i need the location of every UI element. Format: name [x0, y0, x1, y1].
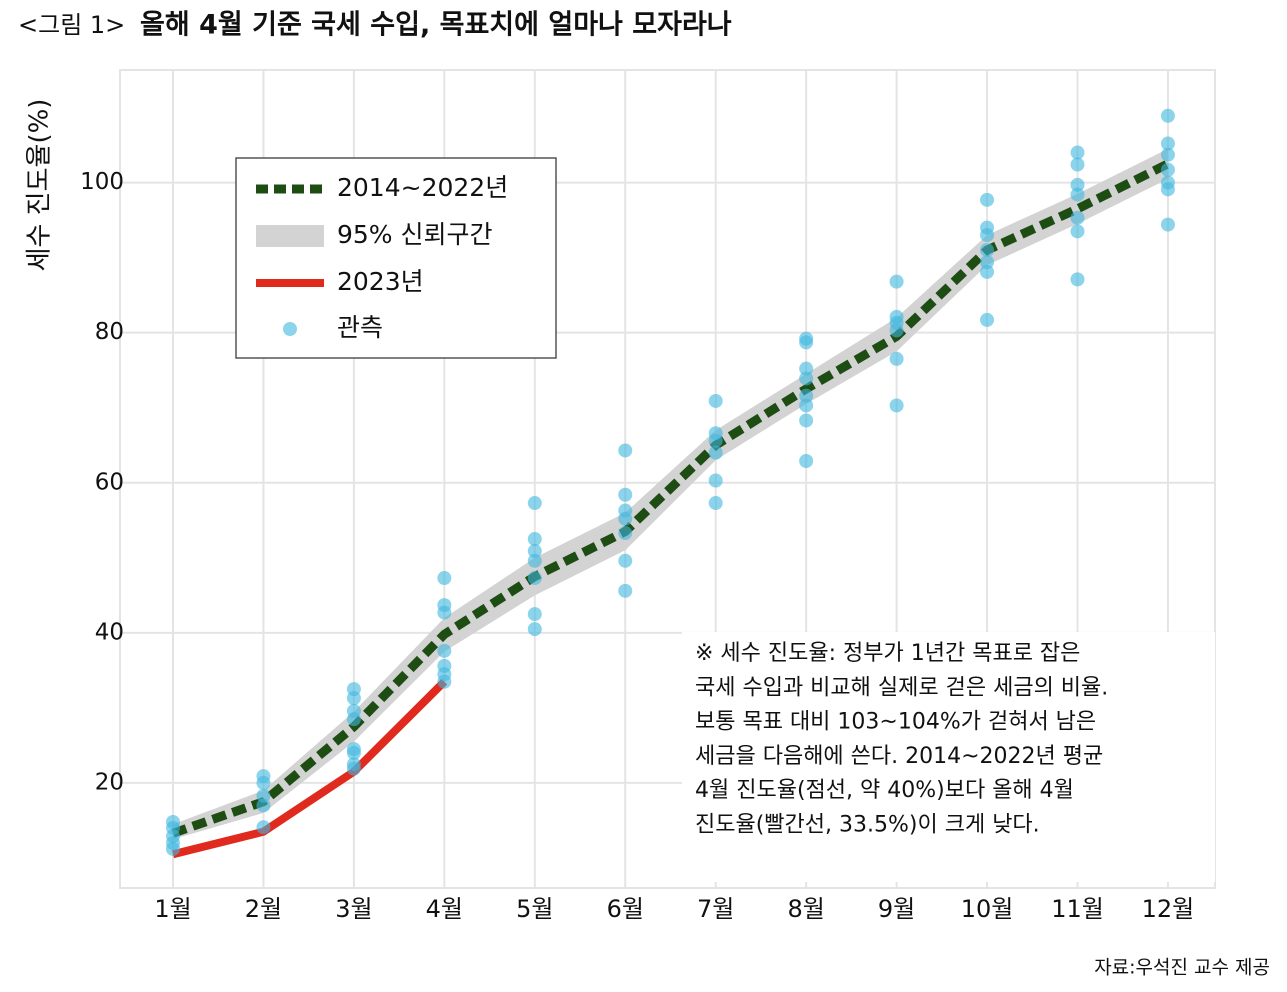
x-tick-label: 2월	[245, 895, 282, 923]
observation	[1070, 210, 1085, 225]
legend-label: 관측	[337, 313, 383, 342]
line	[172, 678, 448, 859]
observation	[889, 274, 904, 289]
observation	[799, 388, 814, 403]
observation	[527, 544, 542, 559]
observation	[799, 361, 814, 376]
observation	[618, 511, 633, 526]
observation	[708, 433, 723, 448]
observation	[980, 255, 995, 270]
observation	[618, 443, 633, 458]
observation	[980, 192, 995, 207]
observation	[1160, 136, 1175, 151]
observation	[437, 605, 452, 620]
observation	[1160, 182, 1175, 197]
legend-label: 2014~2022년	[337, 173, 508, 202]
x-tick-label: 4월	[426, 895, 463, 923]
line	[171, 159, 1170, 838]
y-tick-label: 40	[95, 619, 124, 645]
observation	[799, 398, 814, 413]
observation	[980, 243, 995, 258]
observation	[708, 473, 723, 488]
observation	[980, 264, 995, 279]
observation	[1070, 157, 1085, 172]
observation	[527, 607, 542, 622]
observation	[889, 398, 904, 413]
note-line: 4월 진도율(점선, 약 40%)보다 올해 4월	[695, 778, 1074, 803]
y-tick-label: 100	[80, 169, 124, 195]
note-line: 보통 목표 대비 103~104%가 걷혀서 남은	[695, 710, 1096, 735]
observation	[256, 775, 271, 790]
observation	[1160, 108, 1175, 123]
observation	[527, 496, 542, 511]
observation	[1070, 272, 1085, 287]
observation	[1070, 224, 1085, 239]
y-tick-label: 60	[95, 469, 124, 495]
legend-label: 2023년	[337, 267, 424, 296]
note-line: ※ 세수 진도율: 정부가 1년간 목표로 잡은	[695, 641, 1080, 666]
observation	[799, 413, 814, 428]
legend-swatch	[283, 322, 297, 336]
observation	[256, 820, 271, 835]
observation	[618, 583, 633, 598]
observation	[618, 553, 633, 568]
x-tick-label: 12월	[1142, 895, 1195, 923]
figure-label: <그림 1>	[18, 11, 125, 39]
observation	[1070, 177, 1085, 192]
observation	[437, 571, 452, 586]
legend-label: 95% 신뢰구간	[337, 220, 493, 249]
observation	[799, 335, 814, 350]
y-tick-label: 80	[95, 319, 124, 345]
observation	[1070, 145, 1085, 160]
x-tick-label: 5월	[516, 895, 553, 923]
x-tick-label: 11월	[1051, 895, 1104, 923]
note-line: 국세 수입과 비교해 실제로 걷은 세금의 비율.	[695, 675, 1108, 700]
x-tick-label: 8월	[787, 895, 824, 923]
observation	[889, 323, 904, 338]
observation	[980, 312, 995, 327]
observation	[980, 228, 995, 243]
observation	[346, 712, 361, 727]
observation	[256, 798, 271, 813]
y-axis-label: 세수 진도율(%)	[25, 99, 55, 272]
observation	[1070, 187, 1085, 202]
observation	[166, 841, 180, 856]
observation	[437, 643, 452, 658]
note-box	[682, 632, 1215, 882]
observation	[527, 622, 542, 637]
observation	[527, 553, 542, 568]
observation	[618, 526, 633, 541]
observation	[1160, 217, 1175, 232]
x-tick-label: 6월	[607, 895, 644, 923]
x-tick-label: 9월	[878, 895, 915, 923]
observation	[346, 745, 361, 760]
x-tick-label: 7월	[697, 895, 734, 923]
observation	[708, 445, 723, 460]
observation	[799, 371, 814, 386]
observation	[346, 691, 361, 706]
observation	[256, 788, 271, 803]
chart-title: 올해 4월 기준 국세 수입, 목표치에 얼마나 모자라나	[140, 10, 732, 41]
observation	[1160, 162, 1175, 177]
note-line: 세금을 다음해에 쓴다. 2014~2022년 평균	[695, 744, 1103, 769]
observation	[346, 761, 361, 776]
source: 자료:우석진 교수 제공	[1094, 957, 1270, 979]
observation	[799, 453, 814, 468]
x-tick-label: 10월	[961, 895, 1014, 923]
observation	[527, 532, 542, 547]
observation	[618, 487, 633, 502]
observation	[1160, 147, 1175, 162]
observation	[708, 393, 723, 408]
observation	[527, 571, 542, 586]
observation	[708, 496, 723, 511]
note-line: 진도율(빨간선, 33.5%)이 크게 낮다.	[695, 813, 1040, 838]
x-tick-label: 1월	[154, 895, 191, 923]
observation	[437, 674, 452, 689]
observation	[889, 351, 904, 366]
y-tick-label: 20	[95, 769, 124, 795]
x-tick-label: 3월	[335, 895, 372, 923]
